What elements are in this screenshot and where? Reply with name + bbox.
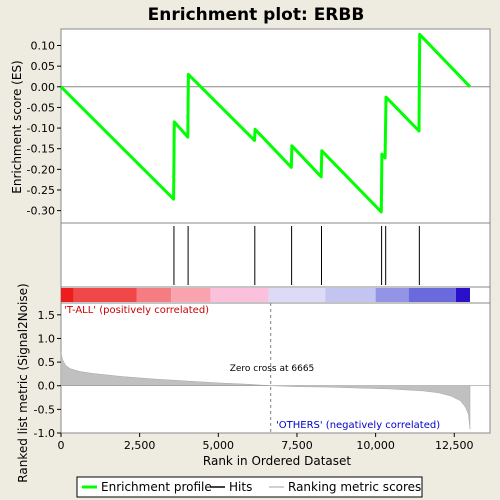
legend: Enrichment profile Hits Ranking metric s… [76,476,423,498]
legend-box [76,476,423,498]
x-tick-label: 2,500 [124,439,156,452]
heat-segment [268,288,326,302]
metric-tick-label: 1.5 [38,309,56,322]
hits-panel [60,222,491,288]
es-tick-label: -0.15 [27,143,55,156]
x-tick-label: 7,500 [281,439,313,452]
metric-panel [60,302,491,434]
enrichment-profile-line [59,32,472,214]
positive-correlation-label: 'T-ALL' (positively correlated) [64,305,209,316]
es-tick-label: -0.20 [27,163,55,176]
x-axis: 0 2,500 5,000 7,500 10,000 12,500 [58,433,474,452]
heat-segment [455,288,470,302]
heat-segment [325,288,376,302]
es-tick-label: -0.30 [27,205,55,218]
heat-segment [375,288,409,302]
legend-hits: Hits [229,480,252,494]
hits-layer [173,226,420,285]
es-axis: 0.10 0.05 0.00 -0.05 -0.10 -0.15 -0.20 -0.25 -0.… [27,40,61,218]
es-tick-label: -0.05 [27,101,55,114]
metric-axis-label: Ranked list metric (Signal2Noise) [16,283,30,482]
ranking-metric-layer [60,303,490,433]
enrichment-profile-layer [59,32,472,214]
x-tick-label: 12,500 [435,439,474,452]
negative-correlation-label: 'OTHERS' (negatively correlated) [276,420,440,431]
es-panel [60,28,491,224]
ranked-list-heatmap [61,288,470,302]
es-tick-label: -0.10 [27,122,55,135]
ranking-metric-area [60,352,471,430]
heat-segment [171,288,211,302]
x-axis-label: Rank in Ordered Dataset [203,454,351,468]
heat-segment [136,288,172,302]
es-tick-label: 0.10 [31,40,56,53]
metric-tick-label: 1.0 [38,332,56,345]
es-tick-label: 0.05 [31,60,56,73]
metric-tick-label: -0.5 [34,403,55,416]
metric-tick-label: 0.5 [38,356,56,369]
zero-cross-label: Zero cross at 6665 [230,364,315,374]
x-tick-label: 5,000 [203,439,235,452]
heat-segment [73,288,137,302]
x-tick-label: 10,000 [356,439,395,452]
x-tick-label: 0 [58,439,65,452]
es-axis-label: Enrichment score (ES) [10,60,24,193]
legend-ranking-metric-scores: Ranking metric scores [288,480,421,494]
chart-title: Enrichment plot: ERBB [148,5,365,25]
metric-axis: 1.5 1.0 0.5 0.0 -0.5 -1.0 [34,309,61,440]
heat-segment [61,288,74,302]
metric-tick-label: 0.0 [38,380,56,393]
legend-enrichment-profile: Enrichment profile [101,480,212,494]
heat-segment [210,288,269,302]
heat-segment [408,288,456,302]
es-tick-label: -0.25 [27,184,55,197]
metric-tick-label: -1.0 [34,427,55,440]
es-tick-label: 0.00 [31,81,56,94]
